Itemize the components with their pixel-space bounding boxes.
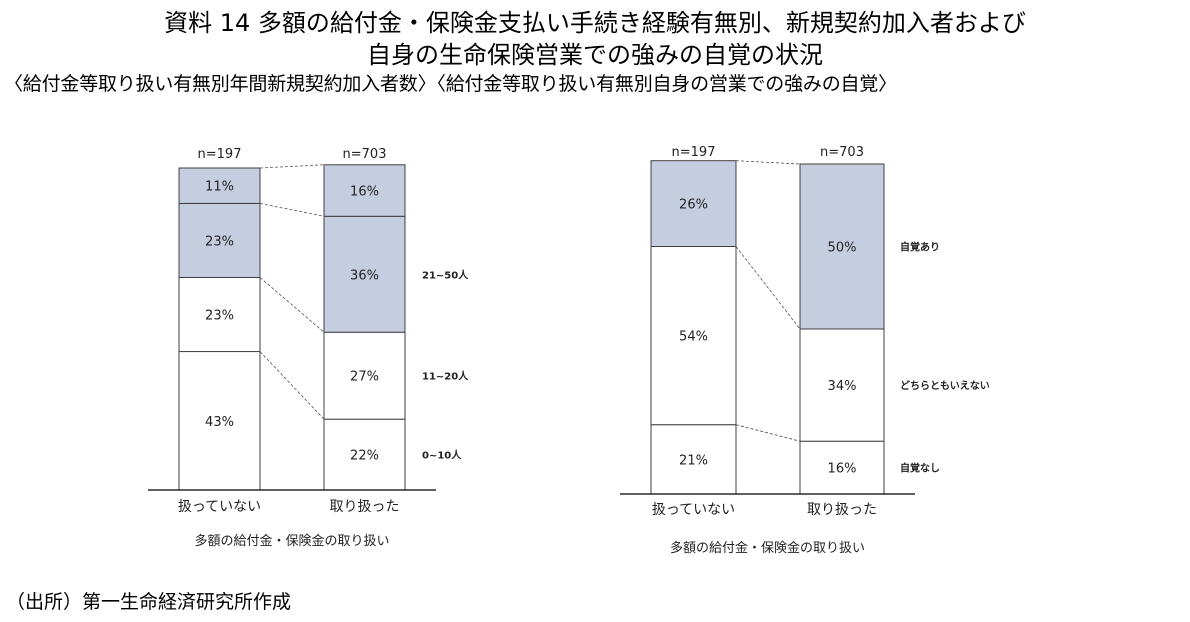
chart-1-bar-segment	[178, 276, 261, 353]
chart-1-x-axis-title: 多額の給付金・保険金の取り扱い	[194, 533, 389, 549]
chart-1-data-label: 36%	[350, 268, 379, 283]
chart-2-legend-label: どちらともいえない	[900, 379, 990, 392]
chart-2-bar-segment	[799, 328, 885, 442]
chart-2-n-label: n=703	[820, 145, 864, 160]
page-title-line-1: 資料 14 多額の給付金・保険金支払い手続き経験有無別、新規契約加入者および	[164, 9, 1026, 37]
chart-1-data-label: 23%	[205, 234, 234, 249]
chart-2-connector-line	[735, 424, 801, 442]
chart-2-data-label: 16%	[828, 462, 857, 477]
chart-1-data-label: 23%	[205, 309, 234, 324]
chart-1-legend-label: 0~10人	[422, 449, 462, 462]
chart-2-category-label: 取り扱った	[807, 502, 877, 518]
chart-1-data-label: 27%	[350, 370, 379, 385]
chart-2-bar-segment	[650, 160, 737, 247]
chart-2-bar-segment	[650, 246, 737, 426]
page-title-line-2: 自身の生命保険営業での強みの自覚の状況	[367, 41, 823, 69]
chart-1-category-label: 取り扱った	[330, 499, 400, 515]
chart-2-legend-label: 自覚なし	[900, 462, 940, 475]
chart-1-bar-segment	[178, 351, 261, 491]
chart-1-bar-segment	[323, 215, 406, 333]
chart-2-connector-line	[735, 246, 801, 330]
chart-1-connector-line	[259, 164, 325, 169]
chart-2-data-label: 21%	[679, 453, 708, 468]
chart-1-legend-label: 21~50人	[422, 268, 469, 281]
chart-1-category-label: 扱っていない	[178, 499, 261, 515]
chart-2-legend-label: 自覚あり	[900, 241, 940, 254]
chart-1-connector-line	[259, 351, 325, 420]
chart-2-data-label: 54%	[679, 330, 708, 345]
chart-2-data-label: 50%	[828, 241, 857, 256]
chart-2-bar-segment	[650, 424, 737, 495]
chart-1-data-label: 22%	[350, 449, 379, 464]
chart-2-n-label: n=197	[672, 145, 716, 160]
chart-1-legend-label: 11~20人	[422, 370, 469, 383]
chart-1-bar-segment	[323, 331, 406, 420]
chart-1-connector-line	[259, 277, 325, 333]
chart-1-data-label: 16%	[350, 185, 379, 200]
chart-2-category-label: 扱っていない	[652, 502, 735, 518]
chart-1-n-label: n=197	[198, 147, 242, 162]
page-subtitle: 〈給付金等取り扱い有無別年間新規契約加入者数〉〈給付金等取り扱い有無別自身の営業…	[4, 73, 897, 95]
chart-1-data-label: 11%	[205, 180, 234, 195]
chart-2-x-axis-title: 多額の給付金・保険金の取り扱い	[670, 540, 865, 556]
chart-2-bar-segment	[799, 163, 885, 330]
chart-1-n-label: n=703	[343, 147, 387, 162]
chart-1-bar-segment	[323, 164, 406, 217]
source-note: （出所）第一生命経済研究所作成	[6, 591, 292, 613]
chart-2-data-label: 34%	[828, 379, 857, 394]
chart-2-connector-line	[735, 160, 801, 165]
chart-1-bar-segment	[178, 167, 261, 204]
chart-2-data-label: 26%	[679, 198, 708, 213]
chart-1-connector-line	[259, 203, 325, 217]
chart-1-data-label: 43%	[205, 415, 234, 430]
